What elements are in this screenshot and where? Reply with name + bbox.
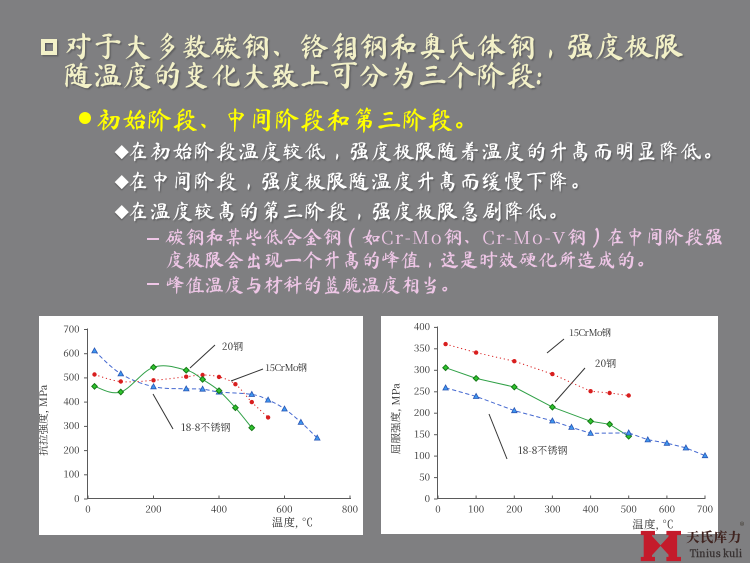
svg-text:屈服强度, MPa: 屈服强度, MPa bbox=[389, 382, 404, 455]
svg-text:400: 400 bbox=[583, 502, 599, 516]
svg-text:100: 100 bbox=[414, 448, 430, 462]
svg-text:20钢: 20钢 bbox=[222, 338, 243, 353]
svg-text:18-8不锈钢: 18-8不锈钢 bbox=[181, 419, 230, 434]
svg-text:400: 400 bbox=[414, 319, 430, 333]
svg-text:800: 800 bbox=[342, 502, 358, 516]
svg-text:0: 0 bbox=[85, 502, 90, 516]
svg-text:350: 350 bbox=[414, 341, 430, 355]
svg-text:温度, ℃: 温度, ℃ bbox=[632, 517, 674, 533]
svg-text:18-8不锈钢: 18-8不锈钢 bbox=[518, 442, 567, 457]
svg-text:15CrMo钢: 15CrMo钢 bbox=[265, 360, 307, 374]
svg-text:700: 700 bbox=[697, 502, 713, 516]
svg-text:250: 250 bbox=[414, 384, 430, 398]
svg-text:0: 0 bbox=[74, 491, 79, 505]
svg-text:200: 200 bbox=[145, 502, 161, 516]
svg-text:100: 100 bbox=[468, 502, 484, 516]
svg-text:300: 300 bbox=[414, 362, 430, 376]
svg-text:200: 200 bbox=[63, 442, 79, 456]
svg-text:500: 500 bbox=[621, 502, 637, 516]
svg-text:400: 400 bbox=[211, 502, 227, 516]
svg-text:150: 150 bbox=[414, 427, 430, 441]
svg-text:50: 50 bbox=[419, 469, 430, 483]
svg-text:抗拉强度, MPa: 抗拉强度, MPa bbox=[39, 383, 51, 456]
svg-text:600: 600 bbox=[63, 346, 79, 360]
svg-text:500: 500 bbox=[63, 370, 79, 384]
svg-text:600: 600 bbox=[659, 502, 675, 516]
svg-text:400: 400 bbox=[63, 394, 79, 408]
svg-text:15CrMo钢: 15CrMo钢 bbox=[569, 325, 611, 339]
svg-text:0: 0 bbox=[425, 491, 430, 505]
svg-text:20钢: 20钢 bbox=[595, 355, 616, 370]
svg-text:200: 200 bbox=[506, 502, 522, 516]
svg-text:600: 600 bbox=[276, 502, 292, 516]
svg-text:200: 200 bbox=[414, 405, 430, 419]
svg-text:300: 300 bbox=[544, 502, 560, 516]
svg-text:100: 100 bbox=[63, 467, 79, 481]
svg-text:700: 700 bbox=[63, 321, 79, 335]
svg-text:温度, ℃: 温度, ℃ bbox=[272, 515, 314, 531]
svg-text:300: 300 bbox=[63, 418, 79, 432]
svg-text:0: 0 bbox=[435, 502, 440, 516]
